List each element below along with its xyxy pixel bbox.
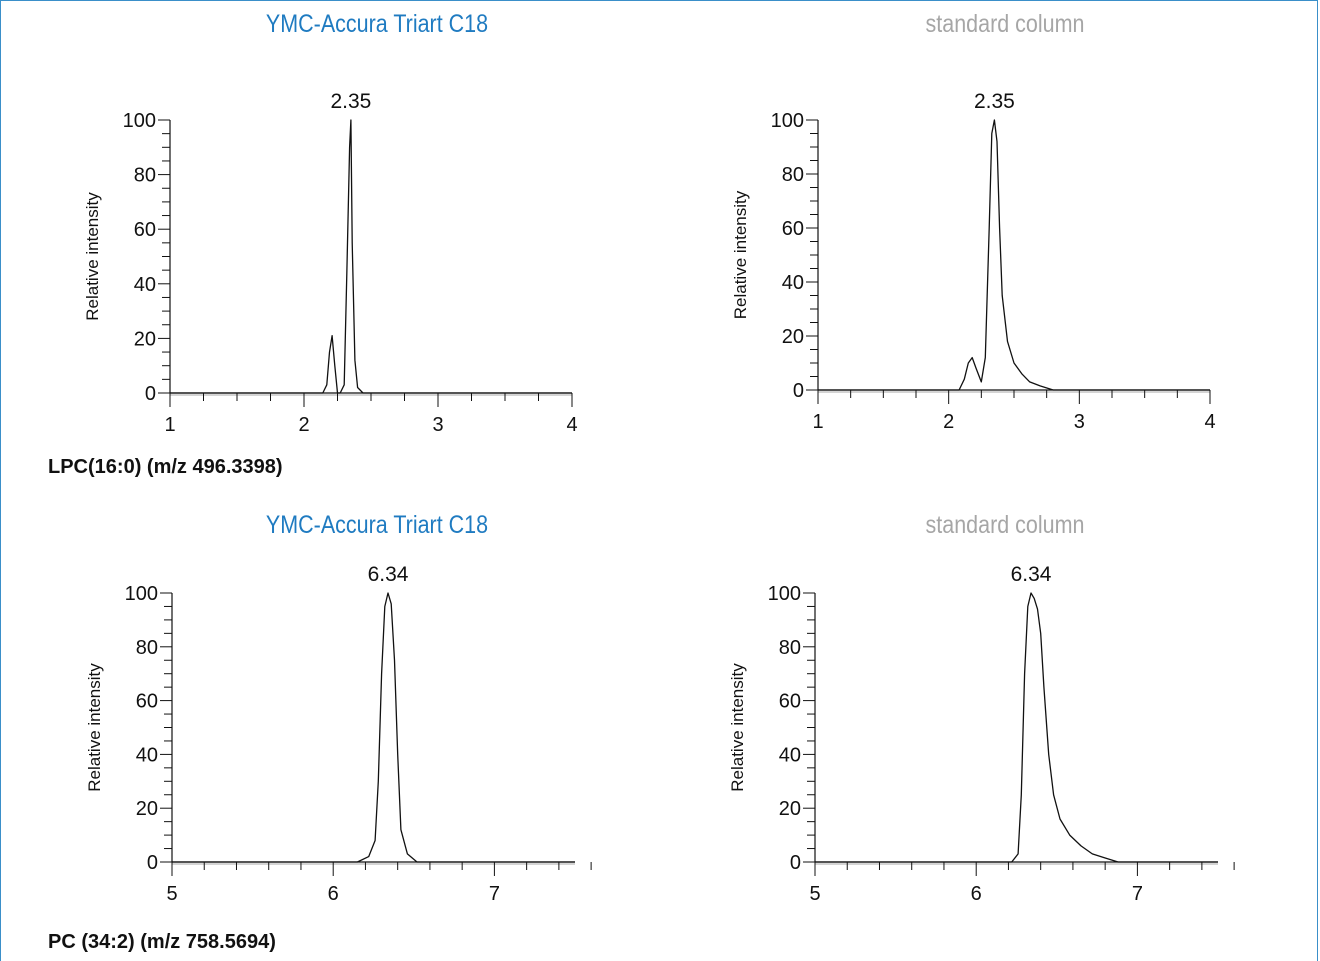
chart2-x-tick-label: 4 (1204, 411, 1215, 433)
chart1-y-tick-label: 80 (134, 165, 156, 187)
panel-title-1: YMC-Accura Triart C18 (265, 10, 489, 38)
chart4-y-tick-label: 80 (779, 637, 801, 659)
chart2-y-tick-label: 20 (782, 326, 804, 348)
chart3-y-tick-label: 0 (147, 852, 158, 874)
chart3-y-tick-label: 20 (136, 798, 158, 820)
panel-title-4: standard column (925, 511, 1085, 539)
chart1-y-tick-label: 60 (134, 219, 156, 241)
chart1-y-axis-label: Relative intensity (83, 192, 102, 321)
chart2-series-line (818, 119, 1210, 391)
chart2-x-tick-label: 2 (943, 411, 954, 433)
chart4-series-line (815, 592, 1218, 863)
chart2-y-tick-label: 40 (782, 272, 804, 294)
chart1-x-tick-label: 2 (298, 414, 309, 436)
chart3-x-tick-label: 6 (328, 883, 339, 905)
chart2-peak-label: 2.35 (974, 90, 1015, 113)
chart4-y-tick-label: 40 (779, 744, 801, 766)
chart3-x-tick-label: 5 (166, 883, 177, 905)
chart4-x-tick-label: 6 (971, 883, 982, 905)
chart2-y-tick-label: 0 (793, 380, 804, 402)
chart2-y-tick-label: 80 (782, 164, 804, 186)
chart4-x-tick-label: 7 (1132, 883, 1143, 905)
chart3-y-tick-label: 100 (125, 583, 158, 605)
compound-label-lpc: LPC(16:0) (m/z 496.3398) (48, 456, 283, 478)
chart2-y-tick-label: 60 (782, 218, 804, 240)
chart2-x-tick-label: 1 (812, 411, 823, 433)
compound-label-pc: PC (34:2) (m/z 758.5694) (48, 931, 276, 953)
chart3-y-axis-label: Relative intensity (85, 663, 104, 792)
chart4-peak-label: 6.34 (1011, 563, 1052, 586)
chart2-y-axis-label: Relative intensity (731, 190, 750, 319)
chart2-x-tick-label: 3 (1074, 411, 1085, 433)
chart4-y-axis-label: Relative intensity (728, 663, 747, 792)
chart1-x-tick-label: 4 (566, 414, 577, 436)
chart1-peak-label: 2.35 (330, 90, 371, 113)
chart3-y-tick-label: 40 (136, 744, 158, 766)
chart4-y-tick-label: 100 (768, 583, 801, 605)
chart4-y-tick-label: 60 (779, 691, 801, 713)
chart1-y-tick-label: 20 (134, 328, 156, 350)
chart4-y-tick-label: 0 (790, 852, 801, 874)
chart3-x-tick-label: 7 (489, 883, 500, 905)
chart1-x-tick-label: 3 (432, 414, 443, 436)
chart3-y-tick-label: 80 (136, 637, 158, 659)
chart2-y-tick-label: 100 (771, 110, 804, 132)
panel-title-3: YMC-Accura Triart C18 (265, 511, 489, 539)
chart3-y-tick-label: 60 (136, 691, 158, 713)
chart1-y-tick-label: 0 (145, 383, 156, 405)
chart3-series-line (172, 592, 575, 863)
panel-title-2: standard column (925, 10, 1085, 38)
chart1-series-line (170, 119, 572, 394)
chart1-x-tick-label: 1 (164, 414, 175, 436)
chart4-y-tick-label: 20 (779, 798, 801, 820)
chart3-peak-label: 6.34 (368, 563, 409, 586)
chart1-y-tick-label: 100 (123, 110, 156, 132)
chart4-x-tick-label: 5 (809, 883, 820, 905)
chart1-y-tick-label: 40 (134, 274, 156, 296)
